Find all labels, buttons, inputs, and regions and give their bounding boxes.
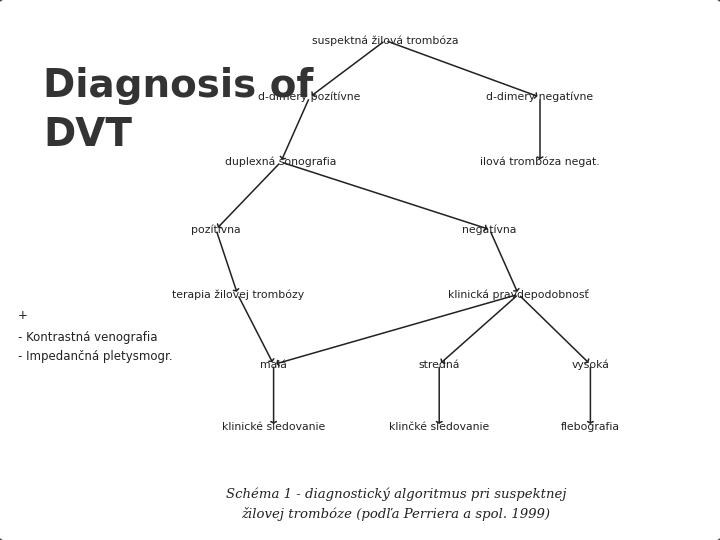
Text: stredná: stredná	[418, 360, 460, 369]
Text: suspektná žilová trombóza: suspektná žilová trombóza	[312, 35, 459, 46]
Text: terapia žilovej trombózy: terapia žilovej trombózy	[171, 289, 304, 300]
Text: DVT: DVT	[43, 116, 132, 154]
Text: duplexná sonografia: duplexná sonografia	[225, 157, 336, 167]
Text: malá: malá	[260, 360, 287, 369]
Text: klinické sledovanie: klinické sledovanie	[222, 422, 325, 431]
Text: Diagnosis of: Diagnosis of	[43, 68, 313, 105]
Text: d-dimery negatívne: d-dimery negatívne	[487, 92, 593, 103]
Text: - Impedančná pletysmogr.: - Impedančná pletysmogr.	[18, 350, 173, 363]
Text: - Kontrastná venografia: - Kontrastná venografia	[18, 331, 158, 344]
Text: ilová trombóza negat.: ilová trombóza negat.	[480, 157, 600, 167]
Text: Schéma 1 - diagnostický algoritmus pri suspektnej: Schéma 1 - diagnostický algoritmus pri s…	[226, 487, 566, 501]
Text: d-dimery pozítívne: d-dimery pozítívne	[258, 92, 361, 103]
Text: pozítívna: pozítívna	[192, 224, 240, 235]
Text: vysoká: vysoká	[572, 359, 609, 370]
Text: klinická pravdepodobnosť: klinická pravdepodobnosť	[448, 289, 589, 300]
Text: žilovej trombóze (podľa Perriera a spol. 1999): žilovej trombóze (podľa Perriera a spol.…	[241, 507, 551, 521]
Text: +: +	[18, 309, 28, 322]
Text: klinčké sledovanie: klinčké sledovanie	[389, 422, 490, 431]
Text: negatívna: negatívna	[462, 224, 517, 235]
Text: flebografia: flebografia	[561, 422, 620, 431]
